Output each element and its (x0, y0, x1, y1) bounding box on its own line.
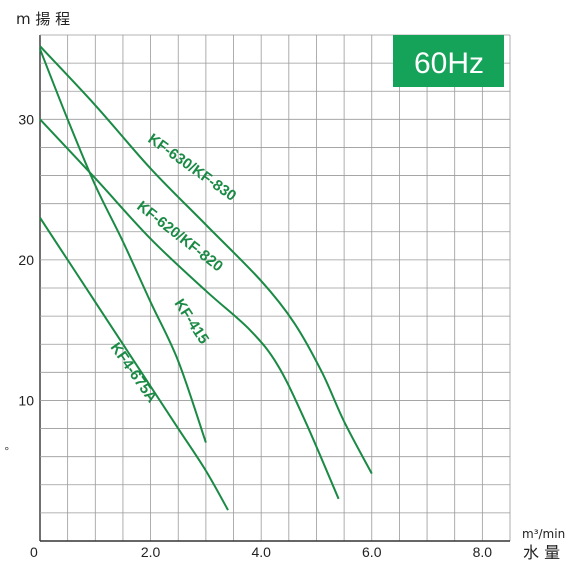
x-axis-unit-label: m³/min (522, 527, 565, 541)
x-tick-label: 8.0 (473, 544, 493, 560)
curve-label-kf-630-kf-830: KF-630/KF-830 (145, 130, 240, 204)
frequency-badge-text: 60Hz (414, 47, 484, 80)
x-tick-label: 2.0 (141, 544, 161, 560)
tick-labels: 2.0 4.0 6.0 8.0 10 20 30 (18, 111, 492, 560)
frequency-badge (393, 35, 504, 87)
y-tick-label: 10 (18, 392, 34, 408)
x-tick-label: 6.0 (362, 544, 382, 560)
curve-kf4-675a (39, 217, 229, 511)
origin-label: 0 (30, 544, 38, 560)
curve-kf-620-kf-820 (39, 118, 340, 500)
y-tick-label: 30 (18, 111, 34, 127)
y-axis-title: m 揚 程 (16, 10, 70, 28)
curve-kf-630-kf-830 (39, 45, 373, 475)
y-tick-label: 20 (18, 252, 34, 268)
grid (39, 34, 511, 542)
curve-kf-415 (39, 48, 207, 443)
x-axis-title: 水 量 (523, 543, 560, 562)
x-tick-label: 4.0 (251, 544, 271, 560)
stray-mark: ° (4, 445, 10, 458)
curve-label-kf4-675a: KF4-675A (107, 340, 161, 407)
